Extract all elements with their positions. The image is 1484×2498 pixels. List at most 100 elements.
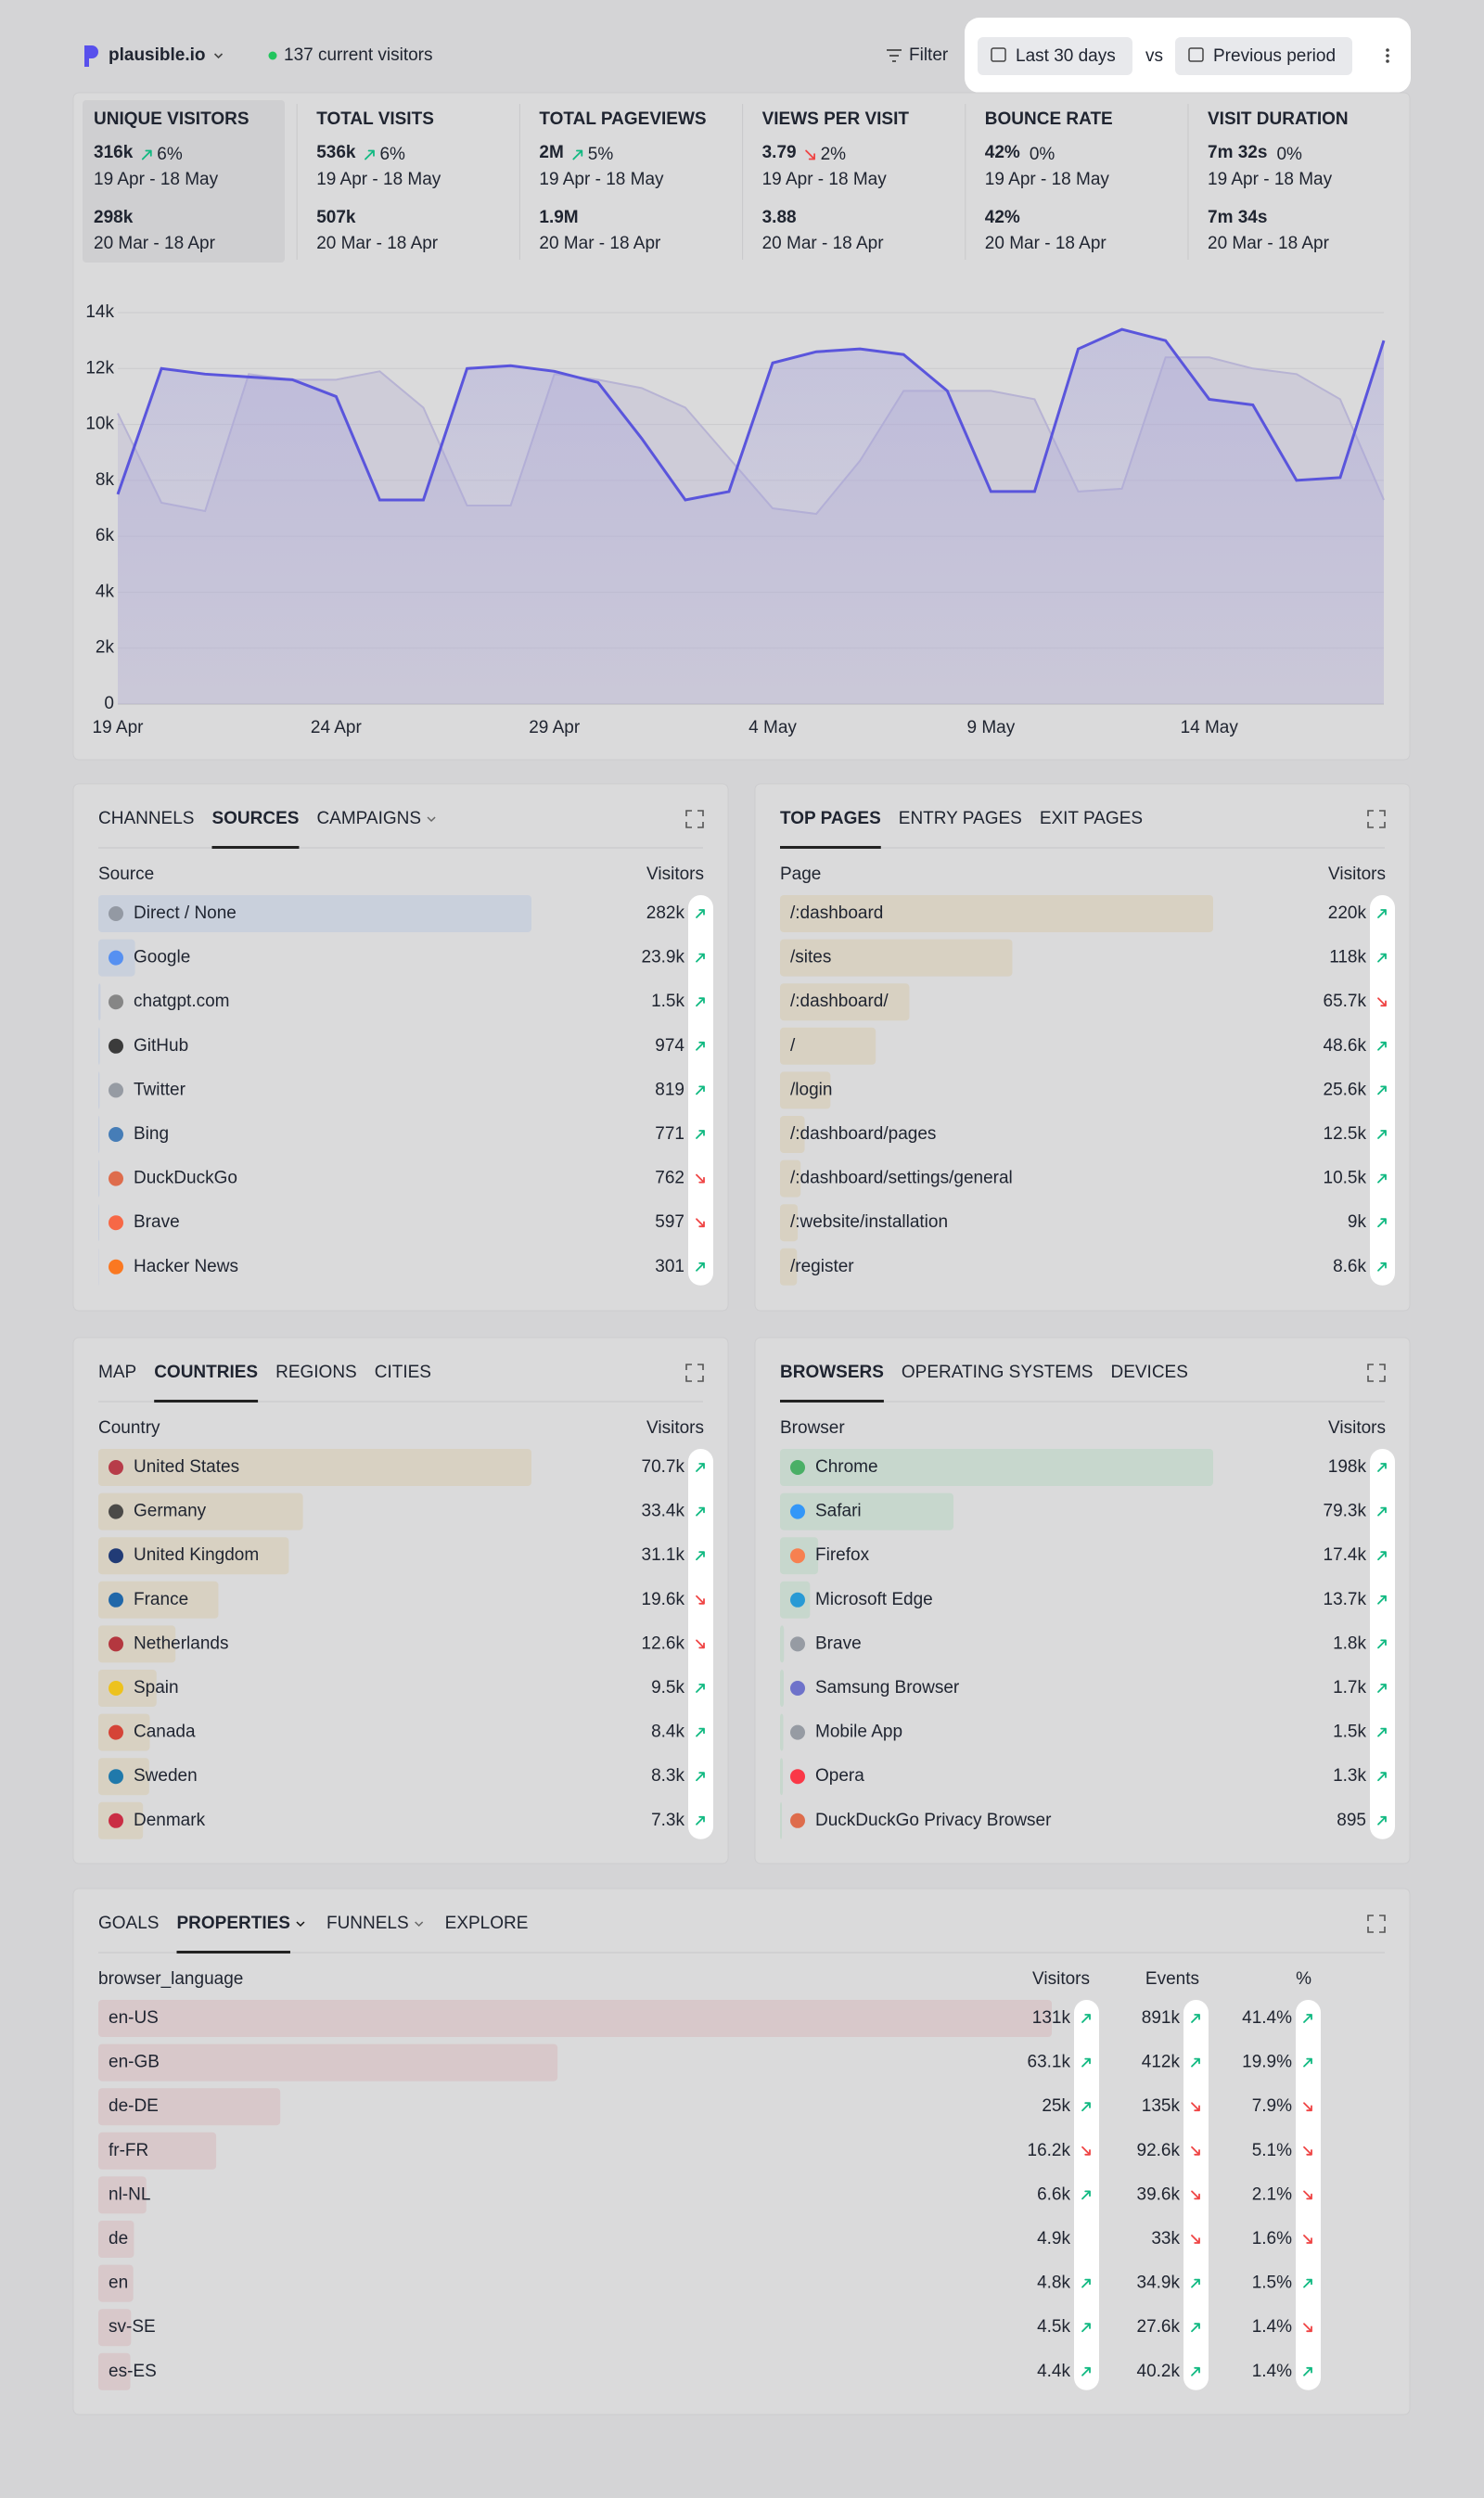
expand-icon[interactable]	[1367, 1915, 1386, 1933]
tab[interactable]: PROPERTIES	[176, 1914, 289, 1933]
tab[interactable]: TOP PAGES	[780, 809, 881, 828]
row-name[interactable]: de-DE	[109, 2096, 159, 2116]
row-name[interactable]: /:dashboard/pages	[790, 1124, 936, 1144]
row-name[interactable]: GitHub	[134, 1036, 188, 1056]
tab[interactable]: REGIONS	[275, 1363, 357, 1382]
row-value: 19.6k	[642, 1590, 685, 1609]
row-name[interactable]: de	[109, 2229, 128, 2248]
row-name[interactable]: Twitter	[134, 1080, 186, 1099]
row-value: 65.7k	[1324, 992, 1367, 1011]
tab[interactable]: EXIT PAGES	[1040, 809, 1143, 828]
row-name[interactable]: Google	[134, 948, 190, 967]
expand-icon[interactable]	[1367, 1364, 1386, 1382]
row-name[interactable]: Safari	[815, 1502, 862, 1521]
row-name[interactable]: Mobile App	[815, 1723, 902, 1742]
row-value: 48.6k	[1324, 1036, 1367, 1056]
period-label[interactable]: Last 30 days	[1016, 46, 1116, 66]
row-name[interactable]: Microsoft Edge	[815, 1590, 933, 1609]
trend-arrow	[1377, 953, 1387, 963]
row-name[interactable]: /register	[790, 1257, 854, 1276]
row-name[interactable]: Brave	[134, 1212, 180, 1232]
row-name[interactable]: Spain	[134, 1678, 179, 1697]
row-name[interactable]: Germany	[134, 1502, 207, 1521]
row-name[interactable]: Hacker News	[134, 1257, 238, 1276]
expand-icon[interactable]	[685, 1364, 704, 1382]
row-name[interactable]: /:dashboard/	[790, 992, 889, 1011]
stat-label[interactable]: VIEWS PER VISIT	[762, 109, 910, 129]
row-value: 7.3k	[651, 1811, 684, 1830]
tab[interactable]: BROWSERS	[780, 1363, 884, 1382]
tab[interactable]: ENTRY PAGES	[899, 809, 1022, 828]
period-button[interactable]	[978, 37, 1132, 75]
row-name[interactable]: /:website/installation	[790, 1212, 948, 1232]
trend-arrow	[1191, 2323, 1200, 2333]
row-name[interactable]: Brave	[815, 1633, 862, 1653]
compare-label[interactable]: Previous period	[1213, 46, 1336, 66]
row-name[interactable]: DuckDuckGo	[134, 1169, 237, 1188]
row-name[interactable]: Denmark	[134, 1811, 206, 1830]
row-value: 10.5k	[1324, 1169, 1367, 1188]
row-name[interactable]: fr-FR	[109, 2141, 148, 2160]
row-name[interactable]: sv-SE	[109, 2317, 156, 2337]
site-name[interactable]: plausible.io	[109, 45, 206, 65]
tab[interactable]: FUNNELS	[326, 1914, 409, 1933]
stat-change: 0%	[1030, 145, 1055, 164]
row-name[interactable]: chatgpt.com	[134, 992, 230, 1011]
row-name[interactable]: Netherlands	[134, 1633, 228, 1653]
row-bar	[98, 1449, 531, 1486]
row-name[interactable]: /	[790, 1036, 796, 1056]
row-name[interactable]: en	[109, 2274, 128, 2293]
row-name[interactable]: /login	[790, 1080, 832, 1099]
stat-label[interactable]: VISIT DURATION	[1208, 109, 1349, 129]
row-name[interactable]: Bing	[134, 1124, 169, 1144]
stat-label[interactable]: TOTAL VISITS	[316, 109, 434, 129]
tab[interactable]: COUNTRIES	[154, 1363, 258, 1382]
row-name[interactable]: Opera	[815, 1766, 864, 1786]
compare-button[interactable]	[1175, 37, 1352, 75]
row-name[interactable]: DuckDuckGo Privacy Browser	[815, 1811, 1052, 1830]
row-name[interactable]: Canada	[134, 1723, 196, 1742]
tab[interactable]: DEVICES	[1110, 1363, 1187, 1382]
row-name[interactable]: Direct / None	[134, 903, 237, 923]
expand-icon[interactable]	[685, 810, 704, 828]
row-name[interactable]: /:dashboard	[790, 903, 883, 923]
row-name[interactable]: es-ES	[109, 2362, 157, 2381]
row-icon	[109, 906, 123, 921]
column-header: %	[1296, 1969, 1311, 1989]
column-header: Page	[780, 865, 821, 884]
row-name[interactable]: Sweden	[134, 1766, 198, 1786]
trend-arrow	[1191, 2014, 1200, 2023]
row-value: 9k	[1348, 1212, 1367, 1232]
row-icon	[109, 1724, 123, 1740]
row-name[interactable]: /sites	[790, 948, 831, 967]
row-bar	[780, 895, 1213, 932]
stat-label[interactable]: TOTAL PAGEVIEWS	[539, 109, 706, 129]
row-name[interactable]: en-US	[109, 2008, 159, 2028]
stat-value: 7m 32s	[1208, 143, 1267, 162]
row-name[interactable]: nl-NL	[109, 2184, 150, 2204]
tab[interactable]: OPERATING SYSTEMS	[902, 1363, 1094, 1382]
row-icon	[790, 1813, 805, 1828]
row-name[interactable]: United States	[134, 1457, 239, 1477]
row-name[interactable]: Chrome	[815, 1457, 878, 1477]
stat-label[interactable]: UNIQUE VISITORS	[94, 109, 249, 129]
row-name[interactable]: /:dashboard/settings/general	[790, 1169, 1013, 1188]
tab[interactable]: GOALS	[98, 1914, 159, 1933]
row-name[interactable]: Firefox	[815, 1545, 870, 1565]
tab[interactable]: SOURCES	[211, 809, 299, 828]
tab[interactable]: CHANNELS	[98, 809, 194, 828]
tab[interactable]: CAMPAIGNS	[316, 809, 421, 828]
trend-arrow	[1377, 1085, 1387, 1095]
tab[interactable]: EXPLORE	[445, 1914, 529, 1933]
row-name[interactable]: France	[134, 1590, 188, 1609]
row-name[interactable]: United Kingdom	[134, 1545, 259, 1565]
row-bar	[98, 1116, 100, 1153]
stat-label[interactable]: BOUNCE RATE	[985, 109, 1113, 129]
row-name[interactable]: Samsung Browser	[815, 1678, 960, 1697]
tab[interactable]: CITIES	[375, 1363, 431, 1382]
row-name[interactable]: en-GB	[109, 2053, 160, 2072]
tab[interactable]: MAP	[98, 1363, 136, 1382]
expand-icon[interactable]	[1367, 810, 1386, 828]
filter-button[interactable]: Filter	[909, 45, 949, 65]
